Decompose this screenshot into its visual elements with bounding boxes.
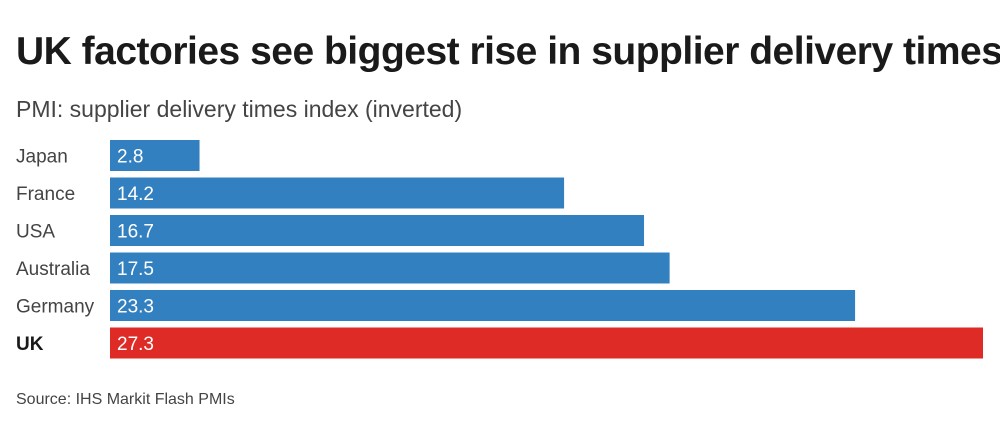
category-label-usa: USA [16,222,55,243]
data-label-usa: 16.7 [117,222,154,243]
chart-subtitle: PMI: supplier delivery times index (inve… [16,96,463,122]
bar-australia [110,252,670,284]
data-label-australia: 17.5 [117,259,154,280]
bar-chart: Japan 2.8 France 14.2 USA 16.7 Australia 17.5 Ge… [16,140,983,359]
category-label-japan: Japan [16,147,68,168]
bar-usa [110,215,645,246]
chart-title: UK factories see biggest rise in supplie… [16,30,1000,73]
bar-france [110,177,565,209]
source-note: Source: IHS Markit Flash PMIs [16,391,235,408]
category-label-uk: UK [16,334,44,355]
data-label-uk: 27.3 [117,334,154,355]
bar-germany [110,290,856,321]
data-label-germany: 23.3 [117,297,154,318]
bar-japan [110,140,200,171]
data-label-france: 14.2 [117,184,154,205]
category-label-france: France [16,184,75,205]
category-label-germany: Germany [16,297,95,318]
category-label-australia: Australia [16,259,90,280]
bar-uk [110,327,983,359]
data-label-japan: 2.8 [117,147,143,168]
